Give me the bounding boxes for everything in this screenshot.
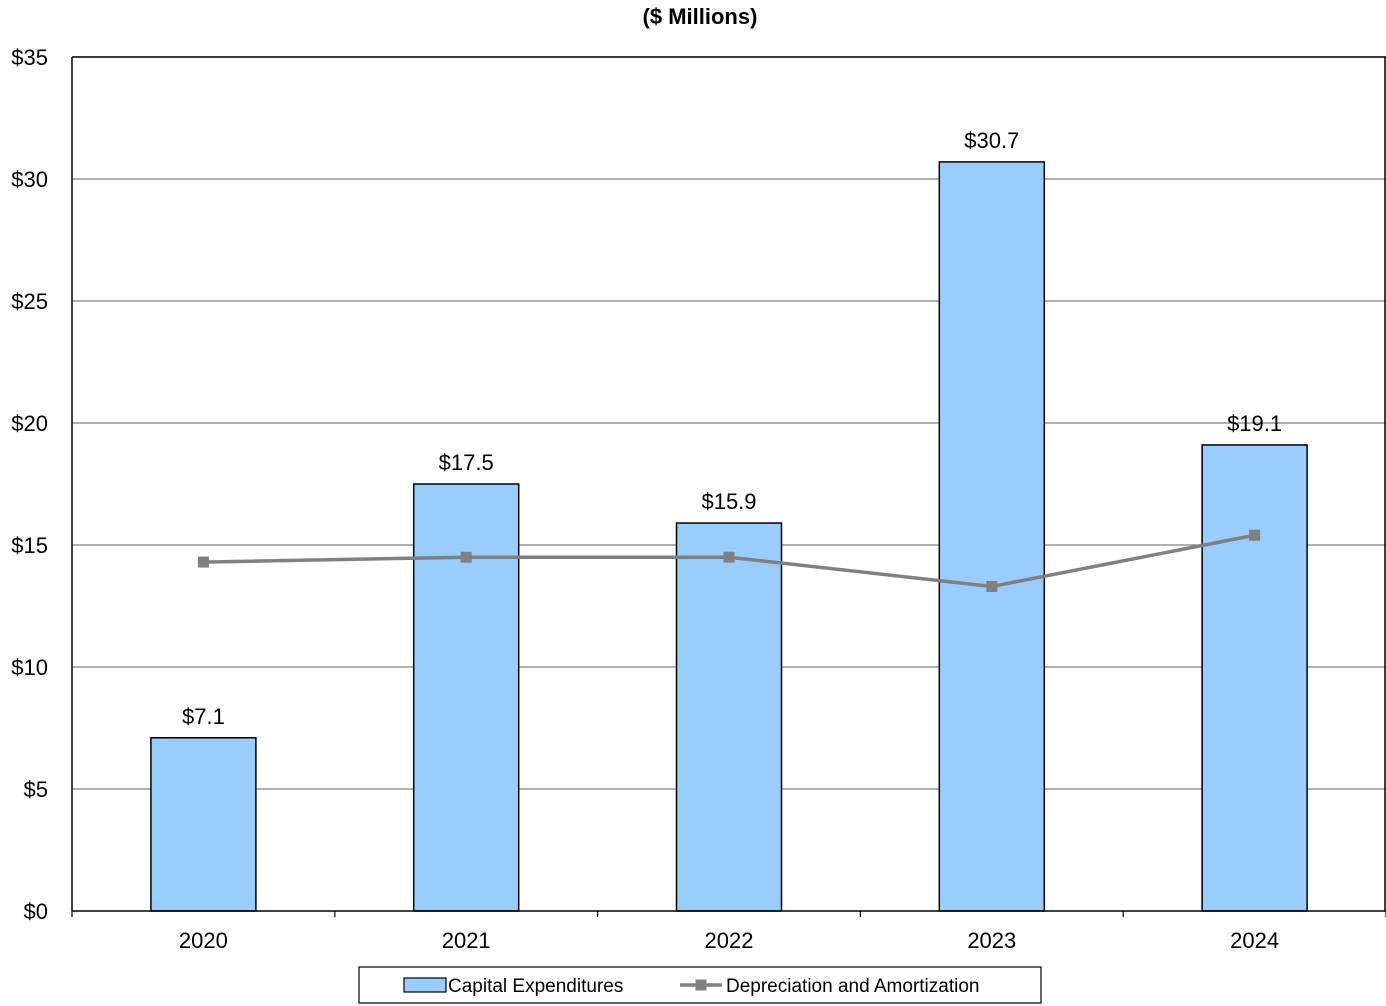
- y-tick-label: $20: [11, 411, 48, 436]
- y-tick-label: $5: [24, 777, 48, 802]
- plot-area: $0 $5 $10 $15 $20 $25 $30 $35 $7.1 $17.5 $15.9 $30.…: [11, 45, 1386, 953]
- bar-capital-expenditures: [675, 522, 783, 912]
- bar-capital-expenditures: [1201, 444, 1308, 912]
- bar-data-label: $19.1: [1227, 411, 1282, 436]
- y-tick-label: $0: [24, 899, 48, 924]
- y-tick-label: $35: [11, 45, 48, 70]
- bar-data-label: $15.9: [701, 489, 756, 514]
- x-tick-label: 2021: [442, 928, 491, 953]
- bar-data-label: $7.1: [182, 704, 225, 729]
- legend-label-depreciation-amortization: Depreciation and Amortization: [726, 976, 979, 997]
- legend-swatch-depreciation-marker: [695, 979, 707, 991]
- legend: Capital Expenditures Depreciation and Amo…: [358, 966, 1042, 1004]
- y-tick-label: $10: [11, 655, 48, 680]
- line-point-marker: [723, 551, 735, 563]
- chart-title: ($ Millions): [643, 4, 758, 29]
- legend-label-capital-expenditures: Capital Expenditures: [448, 976, 623, 997]
- bar-capital-expenditures: [938, 161, 1046, 912]
- bar-data-label: $17.5: [439, 450, 494, 475]
- bar-capital-expenditures: [150, 737, 257, 912]
- legend-swatch-capital-expenditures: [403, 977, 447, 993]
- x-tick-label: 2023: [967, 928, 1016, 953]
- bar-capital-expenditures: [412, 483, 520, 912]
- x-tick-label: 2022: [705, 928, 754, 953]
- bar-data-label: $30.7: [964, 128, 1019, 153]
- line-point-marker: [1249, 529, 1261, 541]
- x-tick-label: 2024: [1230, 928, 1279, 953]
- y-tick-label: $30: [11, 167, 48, 192]
- y-tick-label: $25: [11, 289, 48, 314]
- y-tick-label: $15: [11, 533, 48, 558]
- x-tick-label: 2020: [179, 928, 228, 953]
- line-point-marker: [460, 551, 472, 563]
- line-point-marker: [986, 580, 998, 592]
- line-point-marker: [197, 556, 209, 568]
